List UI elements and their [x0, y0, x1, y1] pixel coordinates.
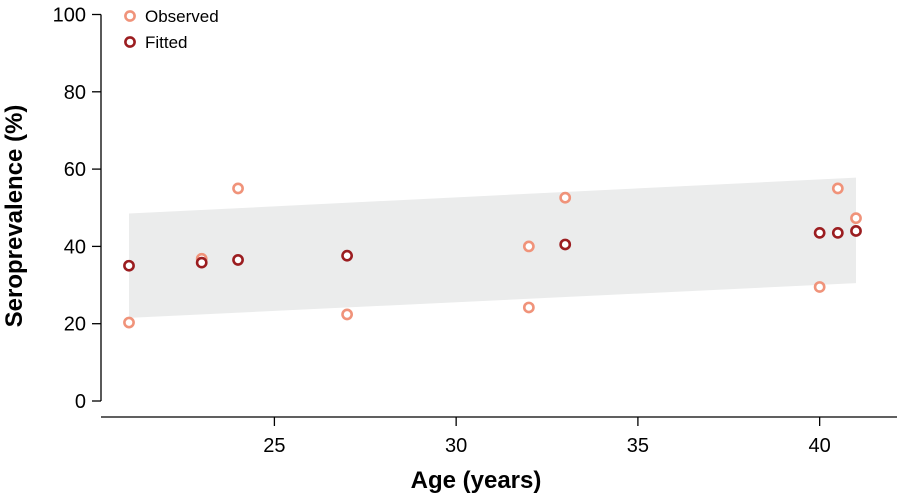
legend: Observed Fitted	[124, 7, 219, 52]
observed-point	[341, 308, 353, 321]
observed-point	[559, 191, 572, 204]
fitted-point	[813, 226, 826, 239]
legend-marker	[124, 10, 136, 22]
y-axis-title: Seroprevalence (%)	[1, 105, 28, 328]
y-tick-label: 40	[64, 236, 86, 258]
fitted-point	[195, 256, 208, 269]
observed-point	[813, 281, 826, 293]
fitted-point	[341, 249, 353, 262]
fitted-point	[123, 259, 135, 272]
fitted-point	[850, 225, 862, 237]
y-tick-label: 20	[64, 314, 86, 336]
legend-label: Fitted	[145, 33, 188, 52]
legend-marker	[124, 36, 136, 48]
confidence-band	[129, 177, 856, 318]
fitted-point	[831, 226, 844, 239]
x-tick-label: 35	[627, 435, 649, 457]
observed-point	[522, 301, 535, 314]
legend-label: Observed	[145, 7, 219, 26]
y-tick-label: 80	[64, 82, 86, 104]
y-tick-label: 0	[75, 391, 86, 413]
data-points	[123, 182, 862, 329]
y-tick-label: 60	[64, 159, 86, 181]
observed-point	[831, 182, 844, 195]
observed-point	[123, 316, 135, 329]
observed-point	[232, 182, 244, 195]
observed-point	[850, 212, 862, 225]
fitted-point	[559, 238, 572, 251]
x-tick-label: 40	[809, 435, 831, 457]
x-axis: 25 30 35 40	[101, 416, 897, 457]
x-tick-label: 25	[263, 435, 285, 457]
x-axis-title: Age (years)	[411, 467, 542, 494]
fitted-point	[232, 254, 244, 266]
y-axis: 0 20 40 60 80 100	[53, 5, 102, 413]
x-tick-label: 30	[445, 435, 467, 457]
y-tick-label: 100	[53, 5, 86, 27]
observed-point	[522, 240, 535, 253]
